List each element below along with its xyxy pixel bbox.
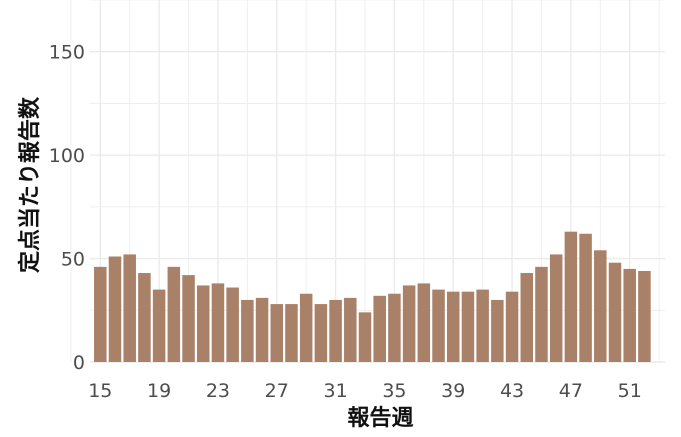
bar [226, 287, 239, 362]
bar [417, 283, 431, 362]
y-axis-title: 定点当たり報告数 [18, 96, 44, 274]
x-tick-label: 23 [206, 380, 230, 402]
bar [270, 304, 284, 362]
bar [446, 291, 460, 362]
x-tick-label: 43 [500, 380, 524, 402]
bar [314, 304, 328, 362]
bar [344, 297, 357, 362]
y-tick-label: 50 [61, 249, 85, 271]
y-tick-label: 150 [49, 42, 85, 64]
x-tick-label: 19 [147, 380, 171, 402]
bar [358, 312, 372, 362]
bar [255, 297, 269, 362]
x-tick-label: 27 [265, 380, 289, 402]
x-axis-title: 報告週 [347, 406, 414, 431]
bar [579, 233, 592, 362]
bar [432, 289, 445, 362]
bar [196, 285, 210, 362]
bar [564, 231, 578, 362]
bar [241, 299, 254, 362]
bar [608, 262, 622, 362]
bar [167, 266, 181, 362]
bar [299, 293, 313, 362]
bar [138, 273, 151, 362]
bar [182, 275, 195, 362]
bar [108, 256, 122, 362]
bar [373, 295, 386, 362]
bar [491, 299, 504, 362]
x-tick-label: 51 [618, 380, 642, 402]
x-tick-label: 39 [441, 380, 465, 402]
bar [476, 289, 489, 362]
bar [549, 254, 563, 362]
bar [535, 266, 548, 362]
bar [388, 293, 401, 362]
x-tick-label: 47 [559, 380, 583, 402]
y-tick-label: 100 [49, 145, 85, 167]
bar [638, 270, 651, 362]
y-tick-label: 0 [73, 352, 85, 374]
x-tick-label: 15 [88, 380, 112, 402]
bar [94, 266, 107, 362]
bar [505, 291, 519, 362]
bar [623, 268, 636, 362]
y-axis-title-wrap: 定点当たり報告数 [12, 60, 44, 310]
bar [123, 254, 136, 362]
bar [211, 283, 225, 362]
bar [461, 291, 475, 362]
bar [402, 285, 416, 362]
bar [520, 273, 534, 362]
x-tick-label: 31 [323, 380, 347, 402]
x-tick-label: 35 [382, 380, 406, 402]
bar [285, 304, 298, 362]
bar [152, 289, 166, 362]
bar [329, 299, 342, 362]
bar [594, 250, 607, 362]
